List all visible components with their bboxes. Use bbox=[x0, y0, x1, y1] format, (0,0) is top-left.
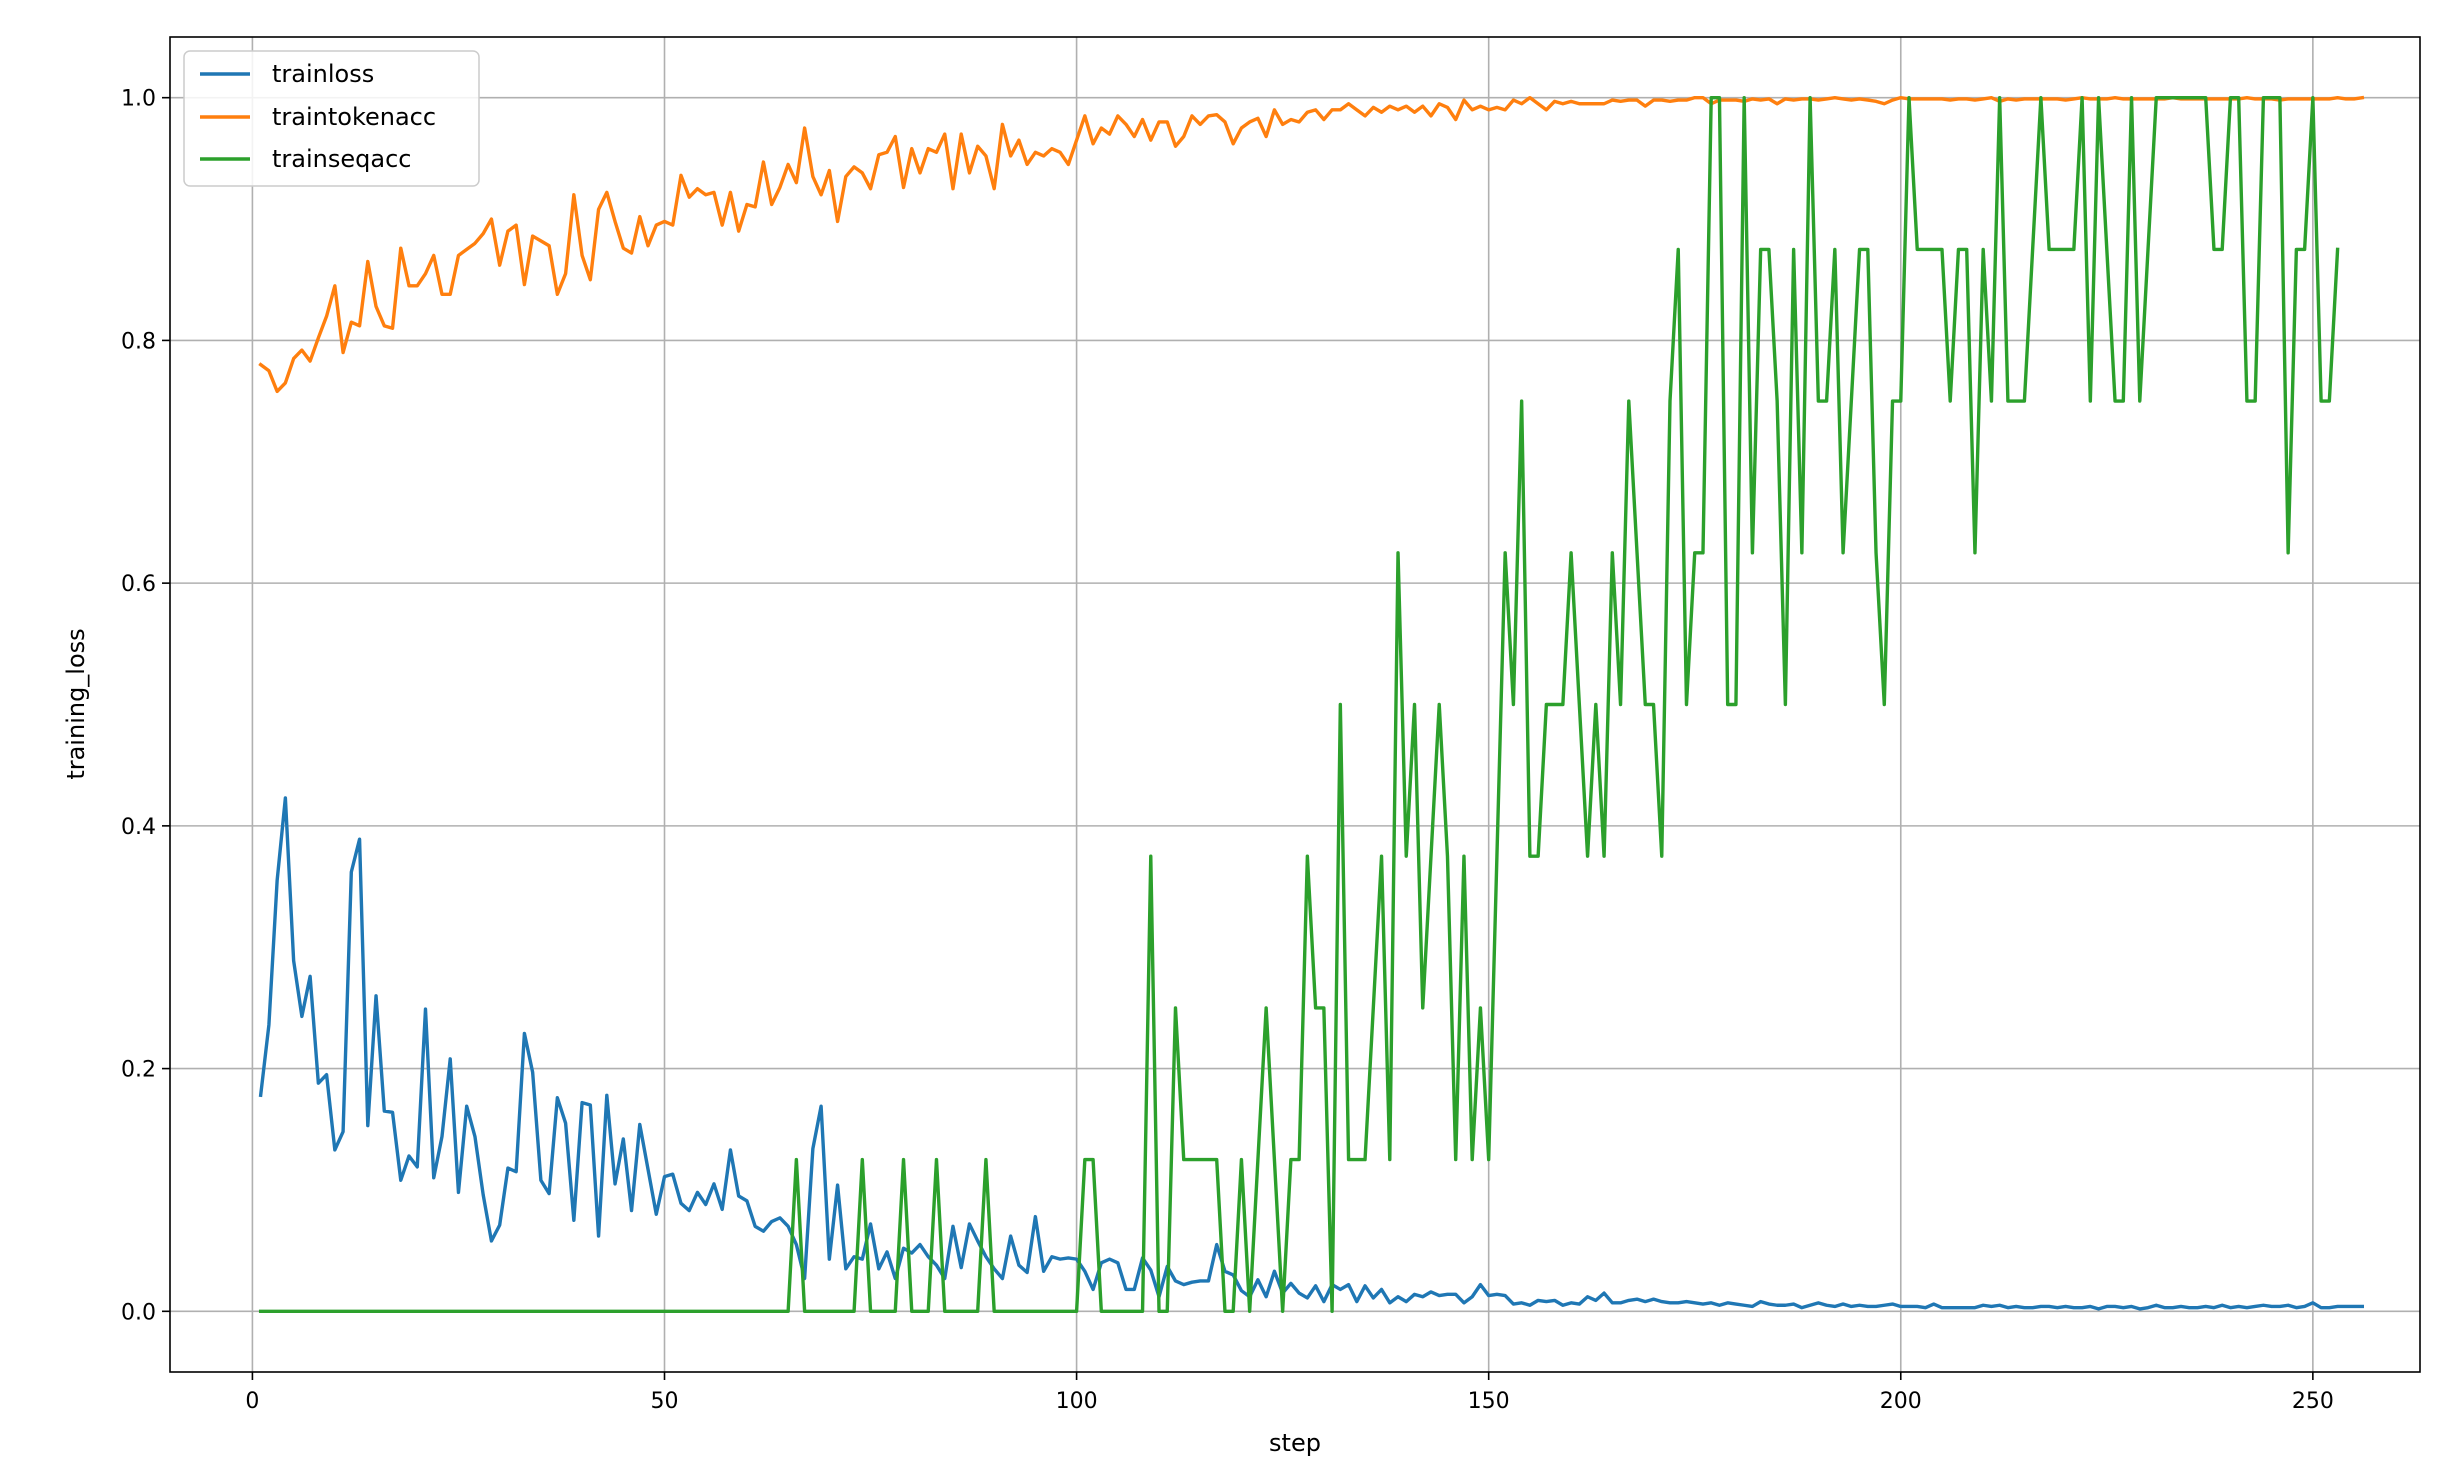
x-tick-label: 200 bbox=[1880, 1389, 1922, 1414]
x-tick-label: 0 bbox=[245, 1389, 259, 1414]
y-tick-label: 0.2 bbox=[121, 1058, 156, 1083]
y-tick-label: 0.4 bbox=[121, 815, 156, 840]
x-tick-label: 250 bbox=[2292, 1389, 2334, 1414]
y-tick-label: 1.0 bbox=[121, 87, 156, 112]
plot-frame bbox=[169, 36, 2421, 1373]
x-tick-label: 150 bbox=[1468, 1389, 1510, 1414]
legend-label-trainseqacc: trainseqacc bbox=[272, 145, 411, 173]
axis-ticks: 0 50 100 150 200 250 0.0 0.2 0.4 0.6 0.8 1.0 bbox=[121, 87, 2334, 1414]
y-tick-label: 0.8 bbox=[121, 329, 156, 354]
legend-box bbox=[183, 50, 480, 187]
series-line-trainloss bbox=[258, 796, 2365, 1311]
x-tick-label: 100 bbox=[1056, 1389, 1098, 1414]
y-tick-label: 0.6 bbox=[121, 572, 156, 597]
legend: trainloss traintokenacc trainseqacc bbox=[183, 50, 480, 187]
legend-label-traintokenacc: traintokenacc bbox=[272, 103, 436, 131]
series-lines bbox=[258, 95, 2365, 1314]
series-line-trainseqacc bbox=[258, 95, 2340, 1314]
legend-label-trainloss: trainloss bbox=[272, 60, 374, 88]
series-line-traintokenacc bbox=[258, 95, 2365, 394]
y-tick-label: 0.0 bbox=[121, 1300, 156, 1325]
x-axis-title: step bbox=[1269, 1429, 1321, 1457]
y-axis-title: training_loss bbox=[62, 628, 90, 779]
grid bbox=[170, 37, 2420, 1372]
x-tick-label: 50 bbox=[651, 1389, 679, 1414]
